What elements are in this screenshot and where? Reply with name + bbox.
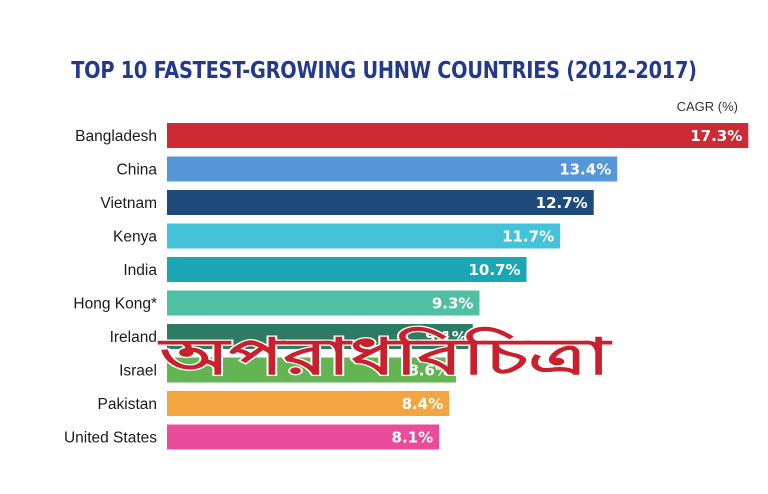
value-label: 11.7%: [502, 228, 554, 246]
bar: [167, 123, 749, 148]
value-label: 13.4%: [559, 161, 611, 179]
value-label: 8.1%: [392, 429, 434, 447]
unit-label: CAGR (%): [676, 99, 738, 114]
category-label: Israel: [119, 363, 157, 380]
bar: [167, 324, 473, 349]
category-label: United States: [64, 430, 157, 447]
bar: [167, 190, 594, 215]
value-label: 8.6%: [408, 362, 450, 380]
category-label: Bangladesh: [75, 128, 157, 145]
bar: [167, 257, 527, 282]
category-label: Vietnam: [100, 195, 157, 212]
bar: [167, 424, 440, 450]
value-label: 12.7%: [536, 194, 588, 212]
bar: [167, 223, 561, 249]
value-label: 9.3%: [432, 295, 474, 313]
bar: [167, 156, 618, 182]
value-label: 17.3%: [690, 127, 742, 145]
bar: [167, 290, 480, 316]
value-label: 8.4%: [402, 395, 444, 413]
value-label: 9.1%: [425, 328, 467, 346]
category-label: Pakistan: [98, 396, 157, 413]
bar: [167, 391, 450, 416]
category-label: India: [123, 262, 157, 279]
category-label: Kenya: [113, 229, 157, 246]
value-label: 10.7%: [468, 261, 520, 279]
bar: [167, 357, 456, 383]
category-label: Hong Kong*: [73, 296, 157, 313]
chart-title: TOP 10 FASTEST-GROWING UHNW COUNTRIES (2…: [71, 58, 697, 84]
category-label: China: [117, 162, 158, 179]
category-label: Ireland: [110, 329, 157, 346]
